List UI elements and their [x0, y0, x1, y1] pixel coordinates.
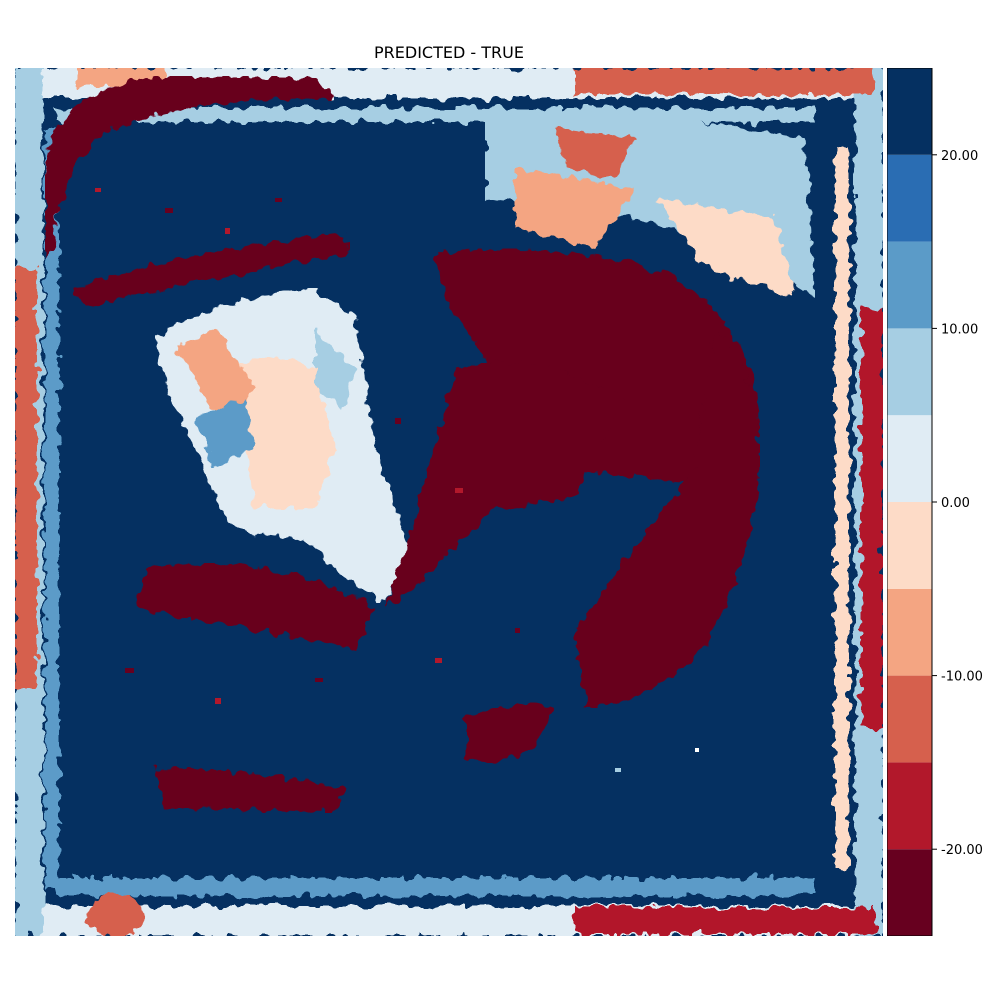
colorbar-tick-label: -10.00: [941, 670, 983, 685]
heatmap-negative-arc-upper: [45, 76, 350, 308]
heatmap-negative-region-center: [385, 248, 760, 708]
heatmap-plot-area: [15, 68, 883, 936]
chart-title: PREDICTED - TRUE: [374, 43, 524, 62]
colorbar-band: [887, 68, 932, 155]
colorbar-band: [887, 588, 932, 676]
heatmap-negative-region-lower: [135, 563, 555, 813]
colorbar-band: [887, 154, 932, 242]
colorbar-tick-label: 20.00: [941, 149, 978, 164]
colorbar: -20.00 -10.00 0.00 10.00 20.00: [887, 68, 983, 936]
colorbar-band: [887, 502, 932, 589]
colorbar-band: [887, 762, 932, 850]
colorbar-band: [887, 849, 932, 936]
colorbar-band: [887, 415, 932, 502]
colorbar-band: [887, 328, 932, 416]
colorbar-tick-label: -20.00: [941, 843, 983, 858]
heatmap-speckles: [95, 188, 699, 772]
colorbar-tick-label: 0.00: [941, 496, 970, 511]
heatmap-light-region: [155, 288, 410, 603]
heatmap-textured-upper-right: [485, 108, 815, 298]
colorbar-band: [887, 675, 932, 763]
heatmap-border-noise: [15, 68, 883, 936]
colorbar-tick-label: 10.00: [941, 322, 978, 337]
colorbar-band: [887, 241, 932, 329]
